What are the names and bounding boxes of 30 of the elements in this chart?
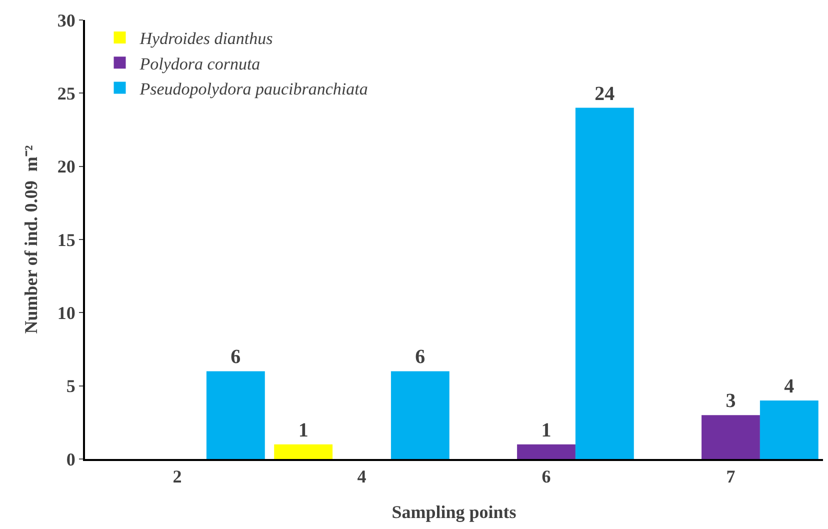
y-tick-label: 15 bbox=[57, 230, 76, 250]
legend-label: Hydroides dianthus bbox=[138, 29, 274, 48]
y-tick-label: 25 bbox=[57, 83, 76, 104]
legend-label: Pseudopolydora paucibranchiata bbox=[138, 79, 368, 98]
data-label: 1 bbox=[541, 419, 552, 442]
x-tick-label: 6 bbox=[542, 466, 551, 487]
legend-label: Polydora cornuta bbox=[138, 54, 260, 74]
y-tick-label: 20 bbox=[57, 156, 76, 177]
data-label: 4 bbox=[784, 375, 794, 398]
y-tick-label: 30 bbox=[57, 10, 76, 30]
bar bbox=[575, 108, 634, 459]
bar bbox=[206, 371, 265, 459]
data-label: 6 bbox=[230, 346, 241, 368]
x-tick-label: 4 bbox=[357, 466, 366, 487]
data-label: 3 bbox=[726, 390, 736, 412]
y-tick-label: 5 bbox=[66, 376, 76, 396]
bar bbox=[390, 371, 450, 459]
bar bbox=[274, 444, 333, 459]
data-label: 1 bbox=[298, 419, 308, 442]
y-axis-title: Number of ind. 0.09 m⁻² bbox=[21, 145, 42, 334]
y-tick-label: 0 bbox=[66, 449, 76, 470]
y-tick-label: 10 bbox=[57, 302, 76, 323]
data-label: 24 bbox=[594, 82, 615, 105]
data-label: 6 bbox=[415, 346, 426, 368]
x-tick-label: 7 bbox=[726, 466, 736, 487]
bar bbox=[702, 415, 760, 459]
x-tick-label: 2 bbox=[172, 466, 182, 487]
bar bbox=[760, 400, 818, 459]
bar bbox=[517, 444, 576, 459]
x-axis-title: Sampling points bbox=[392, 502, 516, 522]
